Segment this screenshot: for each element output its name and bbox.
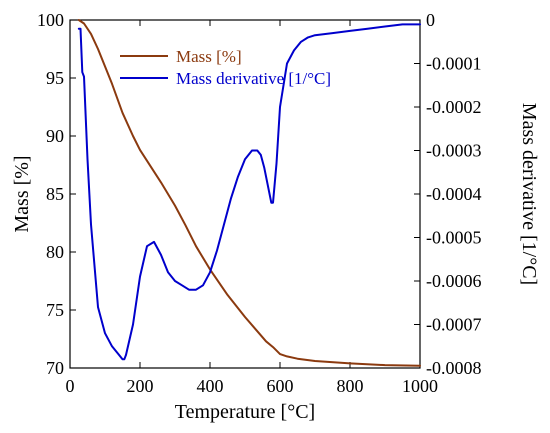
x-tick-label-0: 0 bbox=[66, 376, 75, 396]
y-right-tick-label-7: -0.0007 bbox=[426, 315, 482, 335]
x-tick-label-4: 800 bbox=[337, 376, 364, 396]
y-left-tick-label-0: 70 bbox=[46, 358, 64, 378]
y-left-tick-label-6: 100 bbox=[37, 10, 64, 30]
x-tick-label-2: 400 bbox=[197, 376, 224, 396]
x-tick-label-1: 200 bbox=[127, 376, 154, 396]
series-line-0 bbox=[77, 19, 421, 367]
series-layer bbox=[77, 19, 421, 367]
y-right-tick-label-1: -0.0001 bbox=[426, 54, 482, 74]
y-axis-right-title: Mass derivative [1/°C] bbox=[518, 103, 540, 285]
y-right-tick-label-2: -0.0002 bbox=[426, 97, 482, 117]
y-right-tick-label-8: -0.0008 bbox=[426, 358, 482, 378]
y-left-tick-label-3: 85 bbox=[46, 184, 64, 204]
y-right-tick-label-0: 0 bbox=[426, 10, 435, 30]
y-axis-left-title: Mass [%] bbox=[11, 155, 33, 232]
y-right-tick-label-6: -0.0006 bbox=[426, 271, 482, 291]
y-right-tick-label-3: -0.0003 bbox=[426, 141, 482, 161]
x-axis-title: Temperature [°C] bbox=[175, 401, 315, 423]
series-line-1 bbox=[77, 23, 421, 361]
legend-label-0: Mass [%] bbox=[176, 47, 242, 66]
legend: Mass [%] Mass derivative [1/°C] bbox=[120, 47, 331, 88]
y-right-tick-label-5: -0.0005 bbox=[426, 228, 482, 248]
x-tick-label-3: 600 bbox=[267, 376, 294, 396]
y-left-tick-label-4: 90 bbox=[46, 126, 64, 146]
y-right-tick-label-4: -0.0004 bbox=[426, 184, 482, 204]
y-left-tick-label-2: 80 bbox=[46, 242, 64, 262]
legend-label-1: Mass derivative [1/°C] bbox=[176, 69, 331, 88]
x-tick-label-5: 1000 bbox=[402, 376, 438, 396]
y-left-tick-label-5: 95 bbox=[46, 68, 64, 88]
y-left-tick-label-1: 75 bbox=[46, 300, 64, 320]
